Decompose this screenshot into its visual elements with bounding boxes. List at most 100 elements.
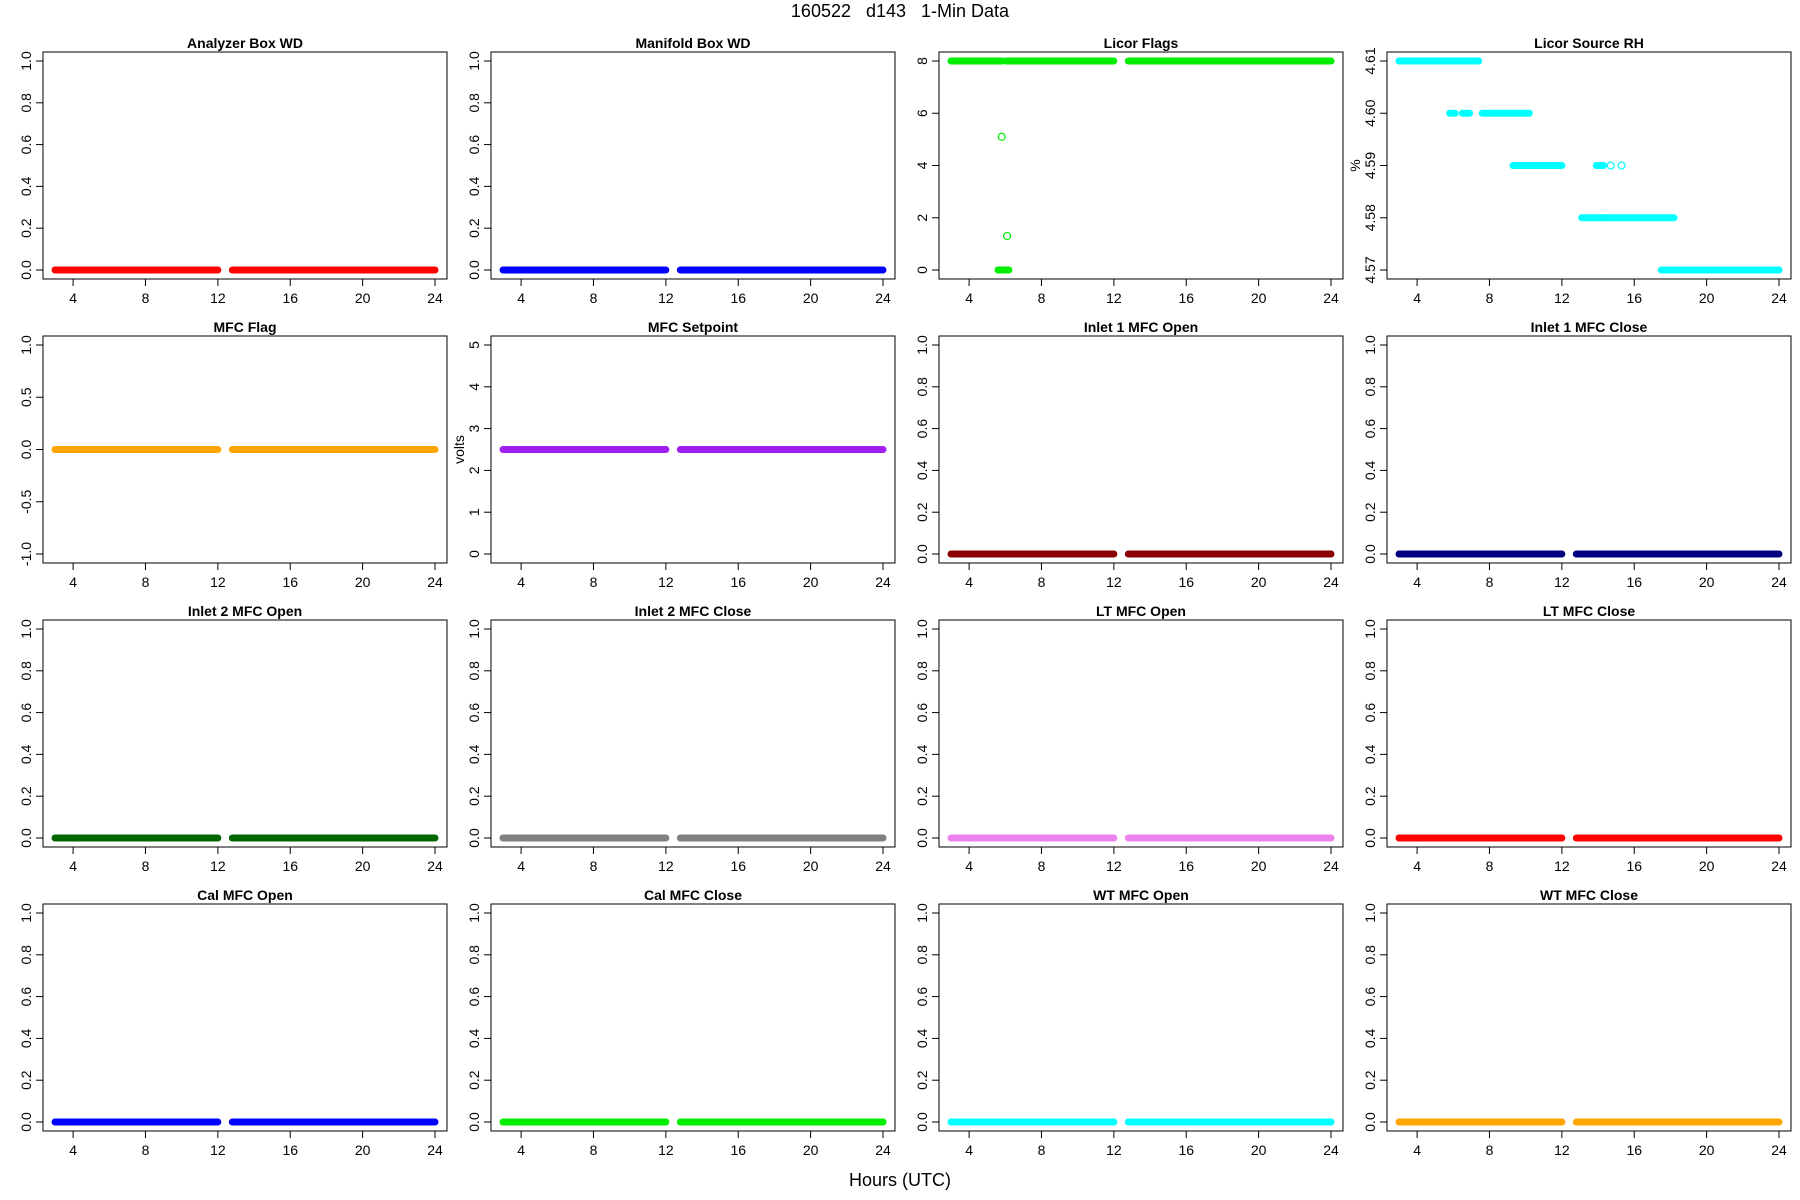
y-tick-label: 0.0	[18, 828, 34, 848]
y-axis-label: %	[1347, 159, 1363, 171]
x-tick-label: 12	[1554, 858, 1570, 874]
x-tick-label: 20	[803, 1142, 819, 1158]
y-tick-label: 1	[466, 508, 482, 516]
x-tick-label: 8	[142, 574, 150, 590]
x-tick-label: 8	[590, 290, 598, 306]
y-tick-label: 0.2	[466, 218, 482, 238]
x-tick-label: 16	[1626, 1142, 1642, 1158]
x-tick-label: 16	[1178, 574, 1194, 590]
x-tick-label: 4	[517, 290, 525, 306]
data-point	[1606, 161, 1615, 170]
x-tick-label: 16	[282, 858, 298, 874]
chart-panel: LT MFC Close 0.0 0.2 0.4 0.6 0.8 1.0 4 8 12 16 20 24	[1362, 603, 1792, 874]
x-tick-label: 4	[69, 290, 77, 306]
y-tick-label: 2	[914, 214, 930, 222]
x-tick-label: 12	[1554, 290, 1570, 306]
x-tick-label: 20	[803, 574, 819, 590]
x-tick-label: 12	[658, 574, 674, 590]
x-tick-label: 12	[210, 574, 226, 590]
x-tick-label: 12	[210, 1142, 226, 1158]
x-tick-label: 24	[1323, 290, 1339, 306]
y-tick-label: 0.5	[18, 387, 34, 407]
x-tick-label: 12	[210, 858, 226, 874]
plot-frame	[42, 51, 448, 280]
y-tick-label: 6	[914, 109, 930, 117]
y-tick-label: 0.4	[1362, 1028, 1378, 1048]
plot-frame	[938, 51, 1344, 280]
x-tick-label: 24	[875, 574, 891, 590]
y-axis-label: volts	[451, 435, 467, 464]
x-tick-label: 4	[1413, 574, 1421, 590]
data-point	[1002, 231, 1012, 241]
x-tick-label: 8	[1038, 574, 1046, 590]
x-tick-label: 12	[1554, 574, 1570, 590]
plot-frame	[938, 335, 1344, 564]
x-tick-label: 12	[658, 858, 674, 874]
x-tick-label: 20	[1251, 290, 1267, 306]
y-tick-label: 0.2	[1362, 786, 1378, 806]
x-tick-label: 8	[1486, 858, 1494, 874]
y-tick-label: 0.0	[914, 828, 930, 848]
y-tick-label: 0.2	[1362, 502, 1378, 522]
x-tick-label: 8	[590, 858, 598, 874]
x-tick-label: 16	[1178, 1142, 1194, 1158]
x-tick-label: 16	[1626, 290, 1642, 306]
y-tick-label: 0.4	[1362, 460, 1378, 480]
x-tick-label: 12	[658, 290, 674, 306]
y-tick-label: 0.4	[914, 460, 930, 480]
x-tick-label: 24	[1323, 1142, 1339, 1158]
plot-frame	[42, 619, 448, 848]
x-tick-label: 20	[1251, 1142, 1267, 1158]
y-tick-label: 0.6	[1362, 987, 1378, 1007]
y-tick-label: 2	[466, 466, 482, 474]
y-tick-label: 0.4	[466, 176, 482, 196]
y-tick-label: 0.4	[914, 744, 930, 764]
y-tick-label: 0.0	[466, 828, 482, 848]
x-tick-label: 8	[1038, 290, 1046, 306]
x-tick-label: 12	[658, 1142, 674, 1158]
y-tick-label: 3	[466, 424, 482, 432]
y-tick-label: 0.0	[1362, 828, 1378, 848]
y-tick-label: 0.2	[18, 218, 34, 238]
x-tick-label: 16	[282, 1142, 298, 1158]
y-tick-label: 0.0	[18, 440, 34, 460]
x-tick-label: 24	[1771, 1142, 1787, 1158]
x-tick-label: 12	[1106, 574, 1122, 590]
y-tick-label: 0.8	[18, 661, 34, 681]
x-tick-label: 20	[1699, 858, 1715, 874]
x-tick-label: 24	[1323, 858, 1339, 874]
panel-title: Licor Source RH	[1534, 35, 1644, 51]
y-tick-label: 0.6	[914, 703, 930, 723]
figure-title: 160522 d143 1-Min Data	[790, 1, 1010, 21]
y-tick-label: 0.0	[18, 260, 34, 280]
panel-title: Licor Flags	[1104, 35, 1179, 51]
x-tick-label: 20	[355, 290, 371, 306]
x-tick-label: 16	[730, 574, 746, 590]
x-tick-label: 24	[1771, 858, 1787, 874]
y-tick-label: 0.8	[18, 93, 34, 113]
x-tick-label: 4	[69, 574, 77, 590]
x-tick-label: 8	[1486, 574, 1494, 590]
x-tick-label: 20	[1699, 1142, 1715, 1158]
x-tick-label: 4	[69, 858, 77, 874]
x-tick-label: 20	[1699, 290, 1715, 306]
plot-frame	[490, 619, 896, 848]
x-tick-label: 12	[1106, 290, 1122, 306]
y-tick-label: 0.2	[914, 1070, 930, 1090]
x-tick-label: 8	[1038, 1142, 1046, 1158]
panel-title: WT MFC Open	[1093, 887, 1189, 903]
x-tick-label: 4	[1413, 290, 1421, 306]
x-tick-label: 8	[1038, 858, 1046, 874]
y-tick-label: 0.6	[466, 987, 482, 1007]
x-tick-label: 4	[965, 1142, 973, 1158]
plot-frame	[490, 903, 896, 1132]
y-tick-label: 0.4	[914, 1028, 930, 1048]
x-tick-label: 16	[1178, 858, 1194, 874]
plot-frame	[1386, 619, 1792, 848]
y-tick-label: 1.0	[18, 619, 34, 639]
x-tick-label: 4	[965, 858, 973, 874]
x-tick-label: 20	[803, 290, 819, 306]
plot-frame	[938, 619, 1344, 848]
x-tick-label: 20	[355, 1142, 371, 1158]
x-tick-label: 8	[1486, 1142, 1494, 1158]
